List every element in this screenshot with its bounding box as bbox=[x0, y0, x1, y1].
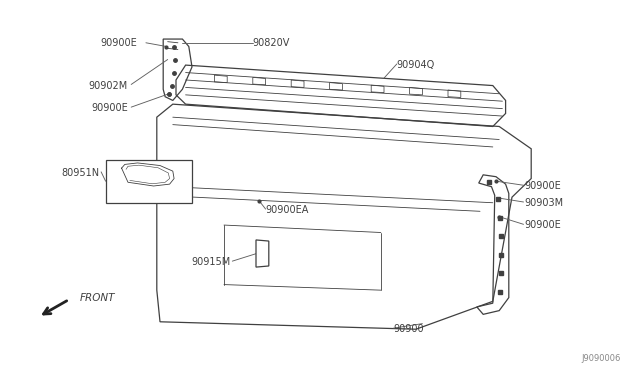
Text: 90900E: 90900E bbox=[525, 220, 561, 230]
Text: J9090006: J9090006 bbox=[581, 354, 621, 363]
Polygon shape bbox=[256, 240, 269, 267]
Text: 90903M: 90903M bbox=[525, 198, 564, 208]
Text: 90902M: 90902M bbox=[89, 81, 128, 90]
Text: 90900E: 90900E bbox=[525, 181, 561, 191]
Text: 90900E: 90900E bbox=[101, 38, 138, 48]
Text: 90900: 90900 bbox=[394, 324, 424, 334]
Text: FRONT: FRONT bbox=[80, 293, 115, 302]
Text: 90820V: 90820V bbox=[253, 38, 290, 48]
Bar bbox=[106, 160, 192, 203]
Text: 90900EA: 90900EA bbox=[266, 205, 309, 215]
Text: 90904Q: 90904Q bbox=[397, 60, 435, 70]
Text: 90915M: 90915M bbox=[191, 257, 230, 267]
Text: 90900E: 90900E bbox=[92, 103, 128, 113]
Text: 80951N: 80951N bbox=[61, 168, 99, 178]
